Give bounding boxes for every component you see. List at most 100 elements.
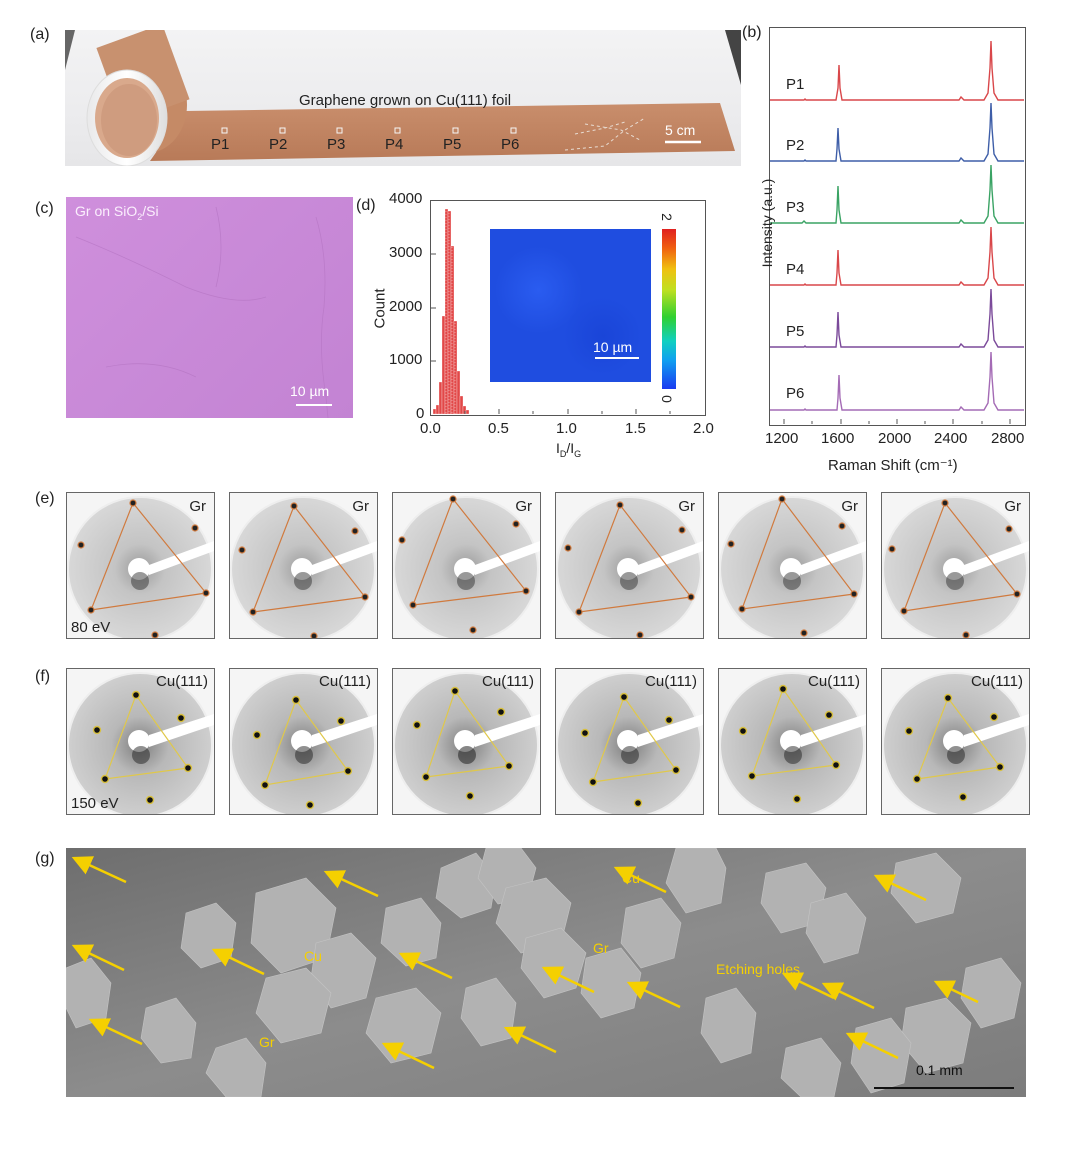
leed-tag: Gr [678, 498, 695, 515]
panel-label-f: (f) [35, 668, 51, 685]
scale-bar-label-c: 10 µm [290, 383, 330, 399]
leed-cu-3: Cu(111) [392, 668, 541, 815]
scale-bar-label-g: 0.1 mm [916, 1062, 963, 1078]
sem-hexagon-domains [66, 848, 1026, 1097]
raman-y-axis-label: Intensity (a.u.) [759, 178, 775, 268]
position-label-p4: P4 [385, 136, 404, 153]
leed-pattern [882, 669, 1029, 814]
scale-bar-line-c [296, 404, 332, 406]
foil-caption: Graphene grown on Cu(111) foil [299, 92, 512, 109]
leed-cu-5: Cu(111) [718, 668, 867, 815]
id-ig-map-inset: 10 µm [490, 229, 651, 382]
sem-image: Cu Cu Gr Gr Etching holes 0.1 mm [66, 848, 1026, 1097]
leed-gr-2: Gr [229, 492, 378, 639]
leed-tag: Cu(111) [971, 673, 1023, 690]
leed-pattern [719, 669, 866, 814]
optical-micrograph: Gr on SiO2/Si 10 µm [66, 197, 353, 418]
photo-copper-foil: Graphene grown on Cu(111) foil P1 P2 P3 … [65, 30, 741, 166]
leed-pattern [393, 493, 540, 638]
hist-ytick-3000: 3000 [389, 244, 423, 261]
hist-ytick-0: 0 [416, 405, 425, 422]
spectrum-label-p1: P1 [786, 76, 805, 93]
spectrum-label-p5: P5 [786, 323, 805, 340]
map-texture [490, 229, 651, 382]
hist-xtick-1.5: 1.5 [625, 420, 646, 437]
sem-label-cu-1: Cu [304, 948, 322, 964]
panel-label-g: (g) [35, 850, 55, 867]
colorbar-max-label: 2 [658, 213, 675, 221]
leed-gr-3: Gr [392, 492, 541, 639]
hist-xtick-0.0: 0.0 [420, 420, 441, 437]
leed-pattern [230, 669, 377, 814]
position-label-p5: P5 [443, 136, 462, 153]
leed-gr-6: Gr [881, 492, 1030, 639]
raman-xtick-1200: 1200 [765, 430, 799, 447]
leed-tag: Cu(111) [482, 673, 534, 690]
spectrum-label-p2: P2 [786, 137, 805, 154]
leed-energy-label: 150 eV [71, 795, 119, 812]
leed-energy-label: 80 eV [71, 619, 111, 636]
panel-label-b: (b) [742, 24, 762, 41]
leed-tag: Cu(111) [645, 673, 697, 690]
scale-bar-line-d [595, 357, 639, 359]
leed-pattern [393, 669, 540, 814]
raman-plot-frame: P1 P2 P3 P4 P5 P6 [769, 27, 1026, 426]
hist-ytick-1000: 1000 [389, 351, 423, 368]
leed-tag: Gr [515, 498, 532, 515]
panel-label-a: (a) [30, 26, 50, 43]
position-label-p3: P3 [327, 136, 346, 153]
leed-tag: Gr [352, 498, 369, 515]
leed-pattern [67, 669, 214, 814]
position-label-p2: P2 [269, 136, 288, 153]
colorbar [662, 229, 676, 389]
leed-gr-4: Gr [555, 492, 704, 639]
hist-ytick-4000: 4000 [389, 190, 423, 207]
hist-xtick-0.5: 0.5 [488, 420, 509, 437]
leed-pattern [556, 669, 703, 814]
colorbar-min-label: 0 [658, 395, 675, 403]
micrograph-title: Gr on SiO2/Si [75, 203, 159, 222]
leed-cu-1: Cu(111) 150 eV [66, 668, 215, 815]
raman-x-axis-label: Raman Shift (cm⁻¹) [828, 457, 958, 474]
leed-pattern [719, 493, 866, 638]
raman-xtick-1600: 1600 [821, 430, 855, 447]
leed-pattern [67, 493, 214, 638]
scale-bar-label-a: 5 cm [665, 122, 696, 138]
hist-xtick-2.0: 2.0 [693, 420, 714, 437]
raman-xtick-2800: 2800 [991, 430, 1025, 447]
panel-label-e: (e) [35, 490, 55, 507]
leed-tag: Cu(111) [156, 673, 208, 690]
leed-gr-5: Gr [718, 492, 867, 639]
spectrum-label-p3: P3 [786, 199, 805, 216]
leed-pattern [230, 493, 377, 638]
histogram-bars [431, 208, 671, 414]
sem-label-etching-holes: Etching holes [716, 961, 801, 977]
raman-xtick-2000: 2000 [878, 430, 912, 447]
histogram-frame: 10 µm 2 0 [430, 200, 706, 416]
raman-xtick-2400: 2400 [934, 430, 968, 447]
leed-tag: Cu(111) [319, 673, 371, 690]
leed-tag: Cu(111) [808, 673, 860, 690]
position-label-p6: P6 [501, 136, 520, 153]
leed-gr-1: Gr 80 eV [66, 492, 215, 639]
micrograph-wrinkles [75, 206, 329, 418]
leed-tag: Gr [1004, 498, 1021, 515]
panel-label-d: (d) [356, 197, 376, 214]
leed-pattern [556, 493, 703, 638]
hist-y-axis-label: Count [371, 288, 389, 329]
sem-label-cu-2: Cu [622, 870, 640, 886]
leed-pattern [882, 493, 1029, 638]
hist-x-axis-label: ID/IG [556, 440, 582, 459]
position-label-p1: P1 [211, 136, 230, 153]
raman-spectra [770, 40, 1024, 424]
spectrum-label-p6: P6 [786, 385, 805, 402]
leed-tag: Gr [189, 498, 206, 515]
foil-photo-illustration [65, 30, 741, 166]
leed-tag: Gr [841, 498, 858, 515]
sem-label-gr-2: Gr [259, 1034, 275, 1050]
spectrum-label-p4: P4 [786, 261, 805, 278]
scale-bar-label-d: 10 µm [593, 339, 633, 355]
sem-label-gr-1: Gr [593, 940, 609, 956]
hist-ytick-2000: 2000 [389, 298, 423, 315]
panel-label-c: (c) [35, 200, 54, 217]
